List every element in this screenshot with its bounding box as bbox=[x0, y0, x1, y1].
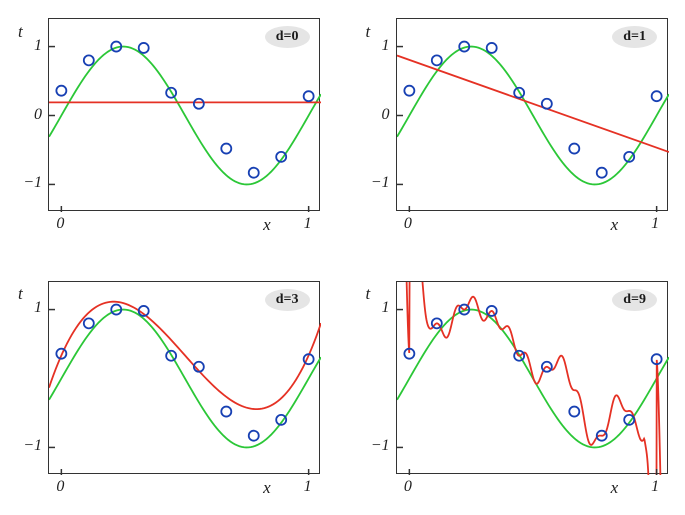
data-point bbox=[304, 91, 314, 101]
data-point bbox=[249, 168, 259, 178]
data-point bbox=[84, 318, 94, 328]
data-point bbox=[56, 86, 66, 96]
x-axis-label: x bbox=[263, 215, 271, 235]
y-axis-label: t bbox=[18, 284, 23, 304]
true-curve bbox=[49, 47, 321, 185]
ytick-label: 0 bbox=[362, 106, 390, 124]
data-markers bbox=[404, 42, 661, 178]
y-axis-label: t bbox=[366, 284, 371, 304]
true-curve bbox=[397, 47, 669, 185]
xtick-label: 1 bbox=[304, 478, 312, 496]
data-point bbox=[569, 406, 579, 416]
panel-d9: −1101txd=9 bbox=[360, 275, 674, 504]
xtick-label: 1 bbox=[304, 215, 312, 233]
data-point bbox=[431, 55, 441, 65]
xtick-label: 0 bbox=[56, 215, 64, 233]
degree-badge: d=1 bbox=[612, 26, 657, 48]
xtick-label: 1 bbox=[651, 478, 659, 496]
x-axis-label: x bbox=[611, 478, 619, 498]
data-point bbox=[486, 43, 496, 53]
true-curve bbox=[49, 309, 321, 447]
data-point bbox=[541, 99, 551, 109]
panel-d0: −10101txd=0 bbox=[12, 12, 326, 241]
data-point bbox=[84, 55, 94, 65]
ytick-label: −1 bbox=[14, 174, 42, 192]
panel-grid: −10101txd=0 −10101txd=1 −1101txd=3 −1101… bbox=[0, 0, 685, 515]
plot-svg bbox=[49, 19, 321, 212]
ytick-label: 0 bbox=[14, 106, 42, 124]
fit-curve bbox=[397, 56, 669, 153]
xtick-label: 0 bbox=[404, 478, 412, 496]
data-point bbox=[139, 43, 149, 53]
degree-badge: d=3 bbox=[265, 289, 310, 311]
plot-svg bbox=[397, 19, 669, 212]
y-axis-label: t bbox=[366, 22, 371, 42]
xtick-label: 1 bbox=[651, 215, 659, 233]
data-markers bbox=[56, 304, 313, 440]
panel-d1: −10101txd=1 bbox=[360, 12, 674, 241]
ytick-label: −1 bbox=[362, 174, 390, 192]
data-point bbox=[651, 91, 661, 101]
panel-d3: −1101txd=3 bbox=[12, 275, 326, 504]
data-markers bbox=[404, 304, 661, 440]
y-axis-label: t bbox=[18, 22, 23, 42]
degree-badge: d=9 bbox=[612, 289, 657, 311]
ytick-label: −1 bbox=[362, 437, 390, 455]
ytick-label: −1 bbox=[14, 437, 42, 455]
x-axis-label: x bbox=[263, 478, 271, 498]
xtick-label: 0 bbox=[56, 478, 64, 496]
x-axis-label: x bbox=[611, 215, 619, 235]
data-point bbox=[596, 168, 606, 178]
data-point bbox=[569, 144, 579, 154]
xtick-label: 0 bbox=[404, 215, 412, 233]
data-point bbox=[404, 86, 414, 96]
data-markers bbox=[56, 42, 313, 178]
data-point bbox=[221, 144, 231, 154]
data-point bbox=[194, 99, 204, 109]
degree-badge: d=0 bbox=[265, 26, 310, 48]
data-point bbox=[249, 430, 259, 440]
data-point bbox=[221, 406, 231, 416]
